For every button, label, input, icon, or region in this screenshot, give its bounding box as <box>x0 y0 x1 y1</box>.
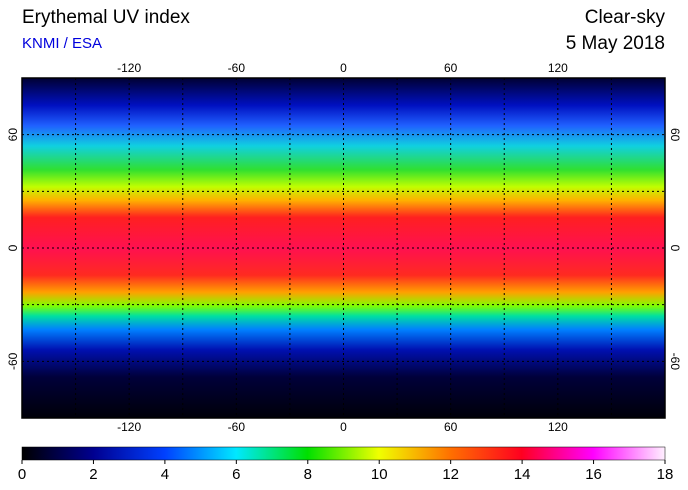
lon-tick-label: 120 <box>548 61 568 75</box>
lon-tick-label: 0 <box>340 61 347 75</box>
lon-tick-label: 60 <box>444 420 458 434</box>
colorbar-tick-label: 10 <box>371 466 388 483</box>
lon-tick-label: 60 <box>444 61 458 75</box>
colorbar-tick-label: 18 <box>657 466 674 483</box>
lat-tick-label: 0 <box>6 244 20 251</box>
lon-tick-label: 0 <box>340 420 347 434</box>
map-frame <box>21 77 666 419</box>
colorbar-tick-label: 14 <box>514 466 531 483</box>
colorbar <box>21 446 666 461</box>
colorbar-tick-label: 12 <box>442 466 459 483</box>
lat-tick-label: 60 <box>668 128 682 142</box>
lon-tick-label: -120 <box>117 61 141 75</box>
colorbar-tick-label: 0 <box>18 466 26 483</box>
colorbar-tick-label: 6 <box>232 466 240 483</box>
lat-tick-label: -60 <box>668 353 682 371</box>
lat-tick-label: 60 <box>6 128 20 142</box>
colorbar-tick-label: 16 <box>585 466 602 483</box>
date: 5 May 2018 <box>566 33 665 54</box>
colorbar-tick-label: 2 <box>89 466 97 483</box>
lon-tick-label: -60 <box>228 420 246 434</box>
lon-tick-label: -120 <box>117 420 141 434</box>
lat-tick-label: 0 <box>668 245 682 252</box>
lon-tick-label: -60 <box>228 61 246 75</box>
lon-tick-label: 120 <box>548 420 568 434</box>
title: Erythemal UV index <box>22 7 190 28</box>
lat-tick-label: -60 <box>6 352 20 370</box>
colorbar-tick-label: 8 <box>304 466 312 483</box>
colorbar-tick-label: 4 <box>161 466 169 483</box>
sky-condition: Clear-sky <box>585 7 666 28</box>
source: KNMI / ESA <box>22 35 102 52</box>
